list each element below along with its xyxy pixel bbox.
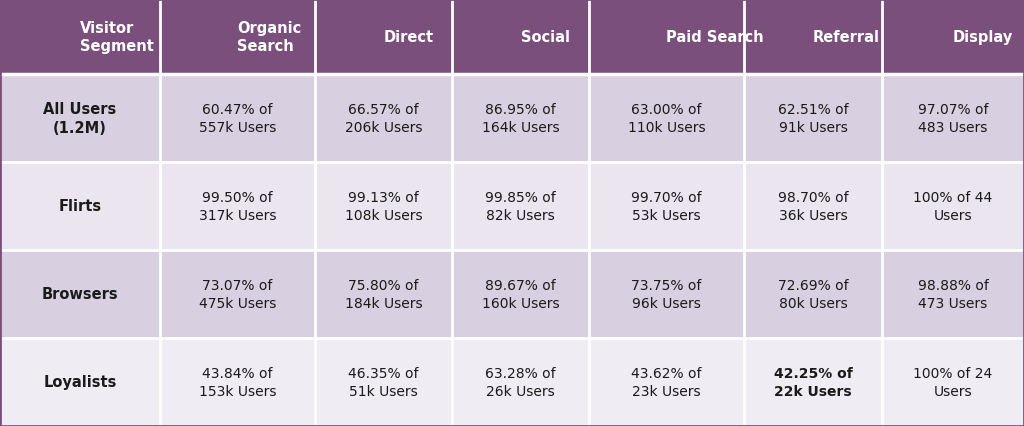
Bar xyxy=(452,338,589,426)
Bar xyxy=(0,163,160,250)
Text: 63.28% of
26k Users: 63.28% of 26k Users xyxy=(485,366,556,398)
Text: 66.57% of
206k Users: 66.57% of 206k Users xyxy=(345,103,422,134)
Bar xyxy=(744,338,882,426)
Bar xyxy=(0,75,160,163)
Text: 73.75% of
96k Users: 73.75% of 96k Users xyxy=(632,279,701,310)
Bar xyxy=(452,250,589,338)
Text: 72.69% of
80k Users: 72.69% of 80k Users xyxy=(777,279,848,310)
Bar xyxy=(452,163,589,250)
Text: 99.50% of
317k Users: 99.50% of 317k Users xyxy=(199,191,276,222)
Bar xyxy=(589,75,744,163)
Text: Organic
Search: Organic Search xyxy=(238,20,302,54)
Bar xyxy=(0,0,160,75)
Text: 89.67% of
160k Users: 89.67% of 160k Users xyxy=(481,279,559,310)
Bar xyxy=(882,338,1024,426)
Bar xyxy=(160,0,315,75)
Bar xyxy=(315,338,452,426)
Bar xyxy=(160,338,315,426)
Text: 99.13% of
108k Users: 99.13% of 108k Users xyxy=(345,191,422,222)
Text: Referral: Referral xyxy=(813,30,880,45)
Bar xyxy=(882,250,1024,338)
Bar xyxy=(0,250,160,338)
Text: 60.47% of
557k Users: 60.47% of 557k Users xyxy=(199,103,276,134)
Text: 100% of 44
Users: 100% of 44 Users xyxy=(913,191,992,222)
Bar xyxy=(882,75,1024,163)
Text: Visitor
Segment: Visitor Segment xyxy=(80,20,154,54)
Bar xyxy=(315,0,452,75)
Text: 43.84% of
153k Users: 43.84% of 153k Users xyxy=(199,366,276,398)
Text: 75.80% of
184k Users: 75.80% of 184k Users xyxy=(345,279,422,310)
Bar xyxy=(589,338,744,426)
Bar xyxy=(160,250,315,338)
Bar xyxy=(452,75,589,163)
Text: Paid Search: Paid Search xyxy=(667,30,764,45)
Bar xyxy=(882,0,1024,75)
Text: 42.25% of
22k Users: 42.25% of 22k Users xyxy=(773,366,852,398)
Text: 99.85% of
82k Users: 99.85% of 82k Users xyxy=(485,191,556,222)
Text: Loyalists: Loyalists xyxy=(43,374,117,390)
Text: 43.62% of
23k Users: 43.62% of 23k Users xyxy=(631,366,701,398)
Bar xyxy=(315,163,452,250)
Text: All Users
(1.2M): All Users (1.2M) xyxy=(43,102,117,135)
Bar xyxy=(315,250,452,338)
Text: Browsers: Browsers xyxy=(42,287,119,302)
Bar xyxy=(160,163,315,250)
Text: 73.07% of
475k Users: 73.07% of 475k Users xyxy=(199,279,276,310)
Text: Social: Social xyxy=(520,30,569,45)
Bar xyxy=(315,75,452,163)
Text: 86.95% of
164k Users: 86.95% of 164k Users xyxy=(481,103,559,134)
Bar xyxy=(160,75,315,163)
Text: 63.00% of
110k Users: 63.00% of 110k Users xyxy=(628,103,706,134)
Bar xyxy=(0,338,160,426)
Bar xyxy=(744,0,882,75)
Text: Direct: Direct xyxy=(384,30,433,45)
Bar xyxy=(744,75,882,163)
Bar xyxy=(589,163,744,250)
Bar xyxy=(589,250,744,338)
Text: 98.88% of
473 Users: 98.88% of 473 Users xyxy=(918,279,988,310)
Text: Flirts: Flirts xyxy=(58,199,101,214)
Text: 100% of 24
Users: 100% of 24 Users xyxy=(913,366,992,398)
Bar xyxy=(452,0,589,75)
Text: 98.70% of
36k Users: 98.70% of 36k Users xyxy=(777,191,848,222)
Text: Display: Display xyxy=(953,30,1014,45)
Bar xyxy=(744,250,882,338)
Bar xyxy=(589,0,744,75)
Bar xyxy=(882,163,1024,250)
Text: 62.51% of
91k Users: 62.51% of 91k Users xyxy=(777,103,848,134)
Text: 97.07% of
483 Users: 97.07% of 483 Users xyxy=(918,103,988,134)
Bar xyxy=(744,163,882,250)
Text: 46.35% of
51k Users: 46.35% of 51k Users xyxy=(348,366,419,398)
Text: 99.70% of
53k Users: 99.70% of 53k Users xyxy=(631,191,701,222)
